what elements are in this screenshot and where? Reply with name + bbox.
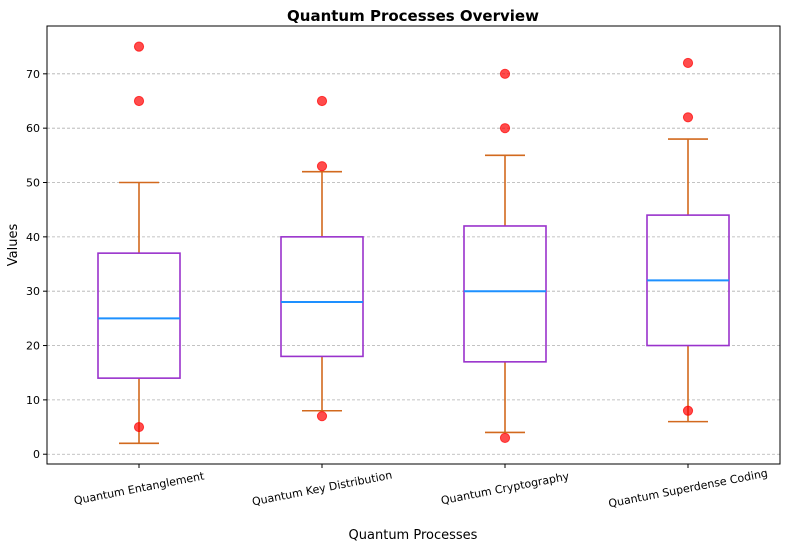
y-tick-label: 0 [33, 448, 40, 461]
x-tick-label: Quantum Entanglement [73, 469, 206, 507]
outlier-point [682, 405, 694, 416]
y-tick-label: 50 [26, 177, 40, 190]
outlier-point [133, 421, 145, 433]
outlier-point [316, 411, 328, 422]
outlier-point [133, 41, 145, 52]
box-group [646, 57, 730, 423]
box-group [463, 68, 547, 444]
x-tick-label: Quantum Cryptography [440, 470, 571, 508]
plot-frame [46, 25, 781, 465]
grid-lines [47, 73, 780, 455]
y-tick-label: 60 [26, 122, 40, 135]
y-tick-label: 10 [26, 394, 40, 407]
box-iqr [97, 252, 181, 379]
box-iqr [280, 236, 364, 358]
outlier-point [682, 112, 694, 123]
outlier-point [133, 95, 145, 107]
outlier-point [499, 123, 511, 134]
x-axis-label: Quantum Processes [349, 528, 478, 543]
y-tick-label: 70 [26, 68, 40, 81]
outlier-point [316, 161, 328, 172]
x-tick-label: Quantum Superdense Coding [607, 467, 769, 511]
box-series [97, 41, 730, 445]
box-group [280, 95, 364, 422]
y-tick-label: 40 [26, 231, 40, 244]
outlier-point [499, 432, 511, 444]
outlier-point [682, 57, 694, 69]
y-axis-label: Values [6, 224, 21, 267]
outlier-point [316, 95, 328, 107]
box-group [97, 41, 181, 445]
y-tick-label: 20 [26, 340, 40, 353]
y-axis-ticks: 0 10 20 30 40 50 60 70 [26, 68, 47, 461]
x-axis-ticks: Quantum Entanglement Quantum Key Distribu… [73, 464, 769, 510]
chart-title: Quantum Processes Overview [287, 7, 539, 25]
outlier-point [499, 68, 511, 79]
x-tick-label: Quantum Key Distribution [251, 469, 393, 509]
y-tick-label: 30 [26, 285, 40, 298]
box-iqr [463, 225, 547, 363]
